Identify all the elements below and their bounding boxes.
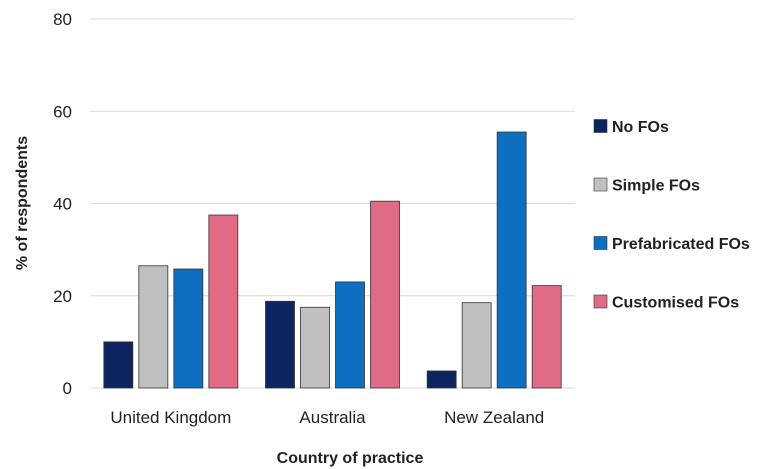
- legend-swatch-prefabricated-fos: [593, 236, 608, 250]
- gridlines: [90, 18, 575, 389]
- bar-new-zealand-simple-fos: [461, 302, 492, 389]
- y-tick-label: 80: [53, 10, 72, 29]
- y-axis-title: % of respondents: [14, 136, 31, 270]
- x-axis-categories: United Kingdom Australia New Zealand: [110, 408, 544, 427]
- y-tick-label: 20: [53, 287, 72, 306]
- bar-australia-prefabricated-fos: [335, 281, 365, 389]
- x-category-label: New Zealand: [444, 408, 544, 427]
- y-tick-label: 0: [63, 379, 72, 398]
- x-axis-title: Country of practice: [277, 450, 424, 467]
- bar-australia-customised-fos: [370, 200, 400, 389]
- y-tick-label: 40: [53, 195, 72, 214]
- bar-australia-simple-fos: [300, 306, 330, 389]
- bars: [103, 131, 562, 389]
- legend-swatch-no-fos: [593, 119, 608, 133]
- x-category-label: Australia: [299, 408, 366, 427]
- y-axis-ticks: 0 20 40 60 80: [53, 10, 72, 398]
- legend-label-customised-fos: Customised FOs: [612, 295, 739, 312]
- legend-swatch-customised-fos: [593, 294, 608, 309]
- bar-new-zealand-no-fos: [426, 370, 457, 389]
- legend-label-no-fos: No FOs: [612, 119, 669, 136]
- bar-new-zealand-prefabricated-fos: [496, 131, 527, 389]
- bar-united-kingdom-customised-fos: [208, 214, 239, 389]
- legend: No FOs Simple FOs Prefabricated FOs Customi…: [593, 119, 750, 312]
- legend-label-prefabricated-fos: Prefabricated FOs: [612, 236, 750, 253]
- bar-new-zealand-customised-fos: [531, 285, 562, 389]
- bar-australia-no-fos: [265, 300, 295, 389]
- legend-label-simple-fos: Simple FOs: [612, 178, 700, 195]
- x-category-label: United Kingdom: [110, 408, 231, 427]
- bar-united-kingdom-simple-fos: [138, 265, 169, 389]
- bar-united-kingdom-prefabricated-fos: [173, 268, 204, 389]
- y-tick-label: 60: [53, 102, 72, 121]
- bar-united-kingdom-no-fos: [103, 341, 134, 389]
- legend-swatch-simple-fos: [593, 177, 608, 192]
